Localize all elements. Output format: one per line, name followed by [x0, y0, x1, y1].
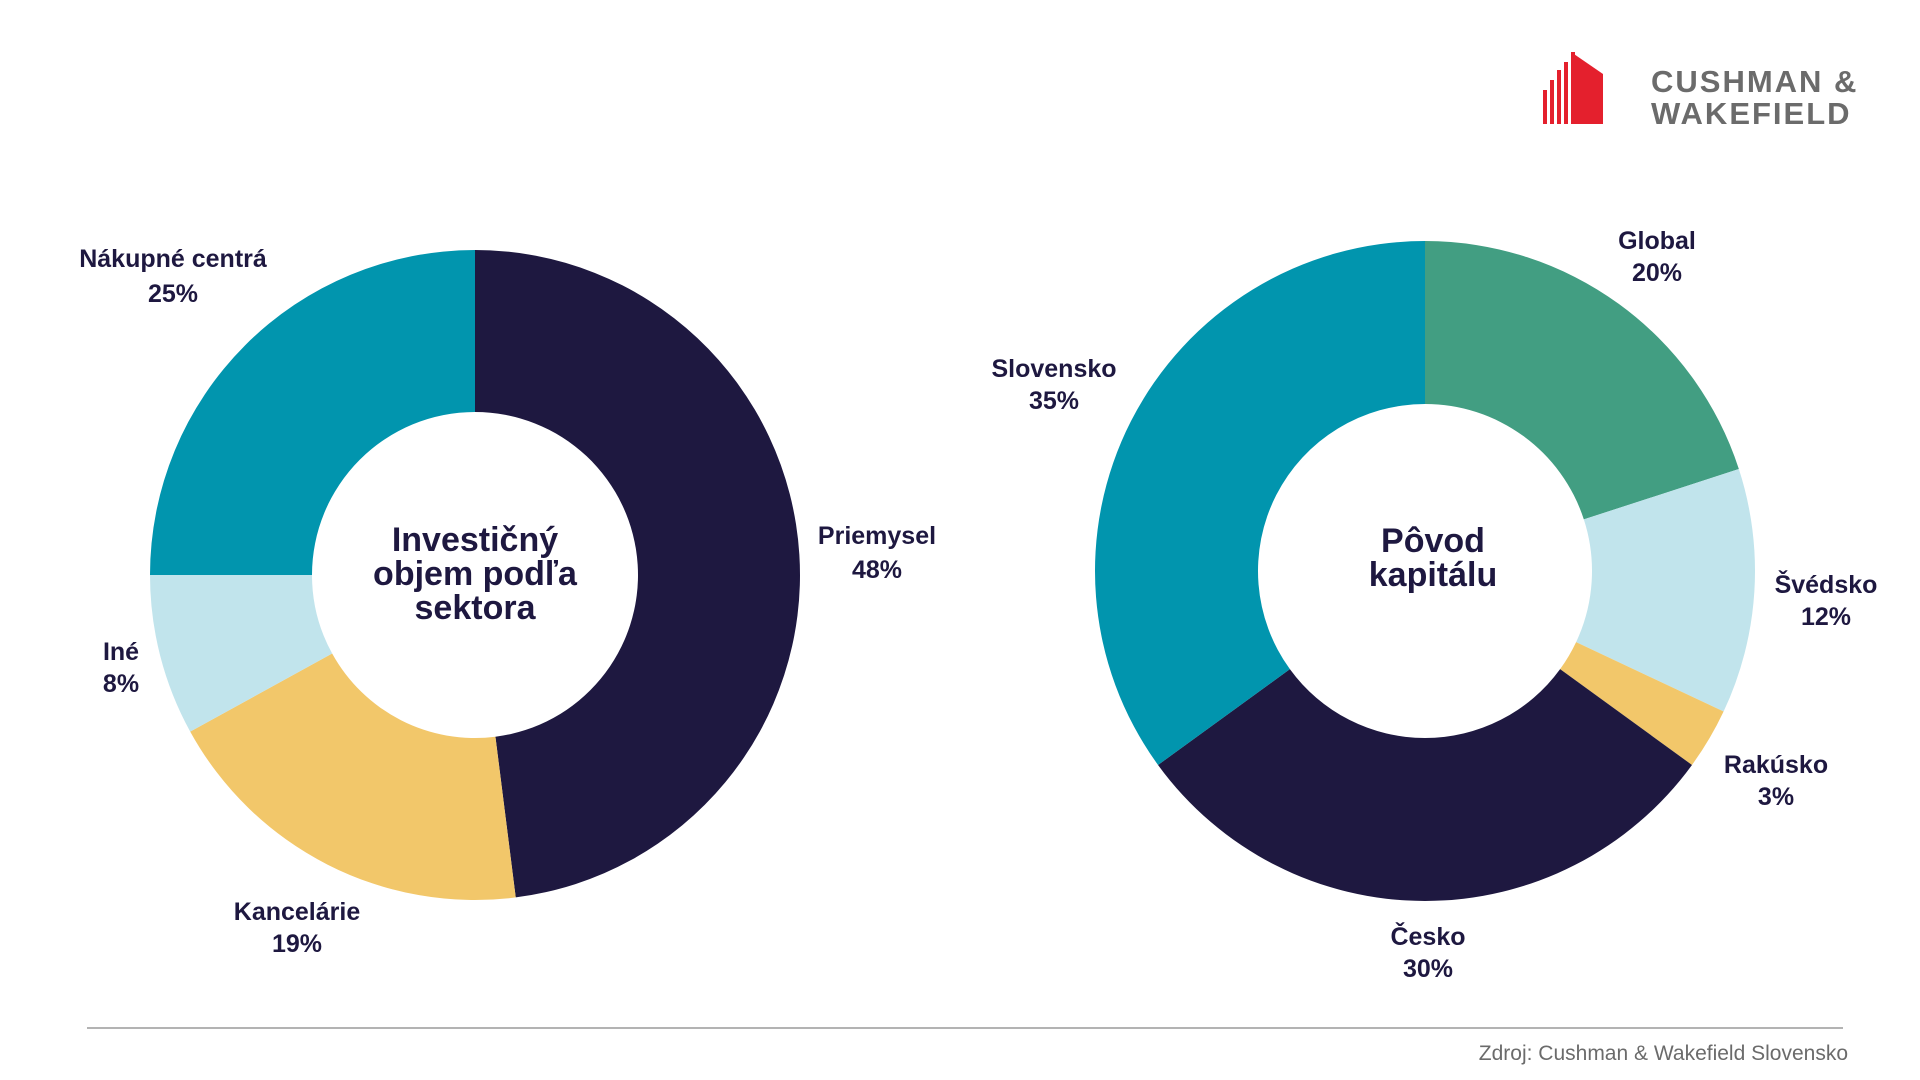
- label-kancelarie-value: 19%: [272, 930, 322, 958]
- chart2-labels: Global 20% Švédsko 12% Rakúsko 3% Česko …: [991, 227, 1877, 983]
- logo-bar: [1557, 70, 1561, 124]
- label-global-value: 20%: [1632, 259, 1682, 287]
- chart2-title-line-1: Pôvod: [1381, 522, 1485, 560]
- chart1-center-title: Investičný objem podľa sektora: [373, 521, 578, 627]
- slice-global: [1425, 241, 1739, 520]
- slice-slovensko: [1095, 241, 1425, 765]
- slice-ine: [150, 575, 333, 732]
- label-svedsko-value: 12%: [1801, 603, 1851, 631]
- label-ine-value: 8%: [103, 670, 139, 698]
- label-priemysel-value: 48%: [852, 556, 902, 584]
- label-svedsko-name: Švédsko: [1775, 569, 1878, 599]
- slice-kancelarie: [190, 653, 516, 900]
- chart1-slices: [150, 250, 800, 900]
- chart1-title-line-2: objem podľa: [373, 555, 578, 593]
- donut-chart-sector: Investičný objem podľa sektora Priemysel…: [79, 245, 936, 958]
- chart1-labels: Priemysel 48% Kancelárie 19% Iné 8% Náku…: [79, 245, 936, 958]
- label-slovensko-name: Slovensko: [991, 355, 1116, 383]
- cushman-wakefield-logo: CUSHMAN & WAKEFIELD: [1543, 52, 1858, 131]
- logo-bar: [1564, 62, 1568, 124]
- slice-cesko: [1158, 669, 1692, 901]
- slice-rakusko: [1560, 642, 1724, 765]
- label-ine-name: Iné: [103, 638, 139, 666]
- donut-chart-capital-origin: Pôvod kapitálu Global 20% Švédsko 12% Ra…: [991, 227, 1877, 983]
- logo-bar: [1550, 80, 1554, 124]
- logo-line-2: WAKEFIELD: [1651, 96, 1852, 131]
- label-rakusko-name: Rakúsko: [1724, 751, 1828, 779]
- label-rakusko-value: 3%: [1758, 783, 1794, 811]
- label-cesko-name: Česko: [1390, 921, 1465, 951]
- chart2-slices: [1095, 241, 1755, 901]
- label-global-name: Global: [1618, 227, 1696, 255]
- label-nakupne-centra-name: Nákupné centrá: [79, 245, 267, 273]
- logo-block: [1571, 52, 1603, 124]
- chart2-title-line-2: kapitálu: [1369, 556, 1497, 594]
- slice-nakupne-centra: [150, 250, 475, 575]
- logo-building-icon: [1543, 52, 1603, 124]
- slice-svedsko: [1576, 469, 1755, 712]
- chart1-title-line-3: sektora: [415, 589, 537, 627]
- label-priemysel-name: Priemysel: [818, 522, 936, 550]
- logo-bar: [1543, 90, 1547, 124]
- chart2-center-title: Pôvod kapitálu: [1369, 522, 1497, 594]
- label-slovensko-value: 35%: [1029, 387, 1079, 415]
- logo-line-1: CUSHMAN &: [1651, 64, 1858, 99]
- label-cesko-value: 30%: [1403, 955, 1453, 983]
- chart1-title-line-1: Investičný: [392, 521, 558, 559]
- label-nakupne-centra-value: 25%: [148, 280, 198, 308]
- slice-priemysel: [475, 250, 800, 898]
- label-kancelarie-name: Kancelárie: [234, 898, 361, 926]
- source-note: Zdroj: Cushman & Wakefield Slovensko: [1479, 1042, 1848, 1065]
